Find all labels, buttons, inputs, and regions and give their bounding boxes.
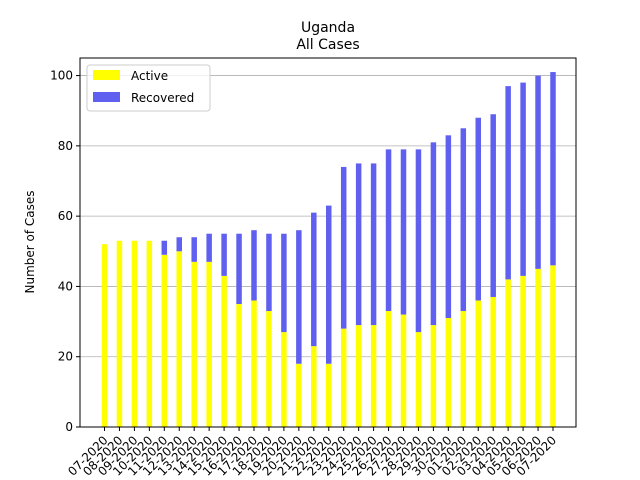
bar-recovered bbox=[520, 82, 526, 276]
bar-recovered bbox=[266, 233, 272, 312]
bar-recovered bbox=[535, 75, 541, 269]
y-tick-label: 40 bbox=[58, 279, 73, 293]
bar-active bbox=[296, 363, 302, 427]
bar-active bbox=[176, 251, 182, 427]
bar-active bbox=[326, 363, 332, 427]
bar-active bbox=[116, 240, 123, 427]
bar-active bbox=[191, 261, 197, 427]
bar-active bbox=[131, 240, 138, 427]
plot-frame bbox=[79, 57, 577, 428]
bar-active bbox=[430, 325, 437, 427]
bar-recovered bbox=[430, 142, 437, 326]
bar-active bbox=[355, 325, 362, 427]
bar-recovered bbox=[281, 233, 287, 333]
chart-title: Uganda bbox=[301, 20, 355, 36]
y-tick-label: 20 bbox=[58, 350, 73, 364]
bar-recovered bbox=[311, 212, 317, 347]
bar-recovered bbox=[236, 233, 242, 304]
bar-active bbox=[445, 318, 452, 427]
legend-swatch-active bbox=[93, 70, 120, 80]
x-axis: 07-202008-202009-202010-202011-202012-20… bbox=[65, 427, 559, 479]
y-tick-label: 100 bbox=[50, 69, 73, 83]
bar-active bbox=[370, 325, 377, 427]
bar-active bbox=[101, 244, 108, 427]
bar-recovered bbox=[206, 233, 212, 262]
legend: Active Recovered bbox=[86, 64, 211, 112]
legend-swatch-recovered bbox=[93, 92, 120, 102]
bar-active bbox=[340, 328, 347, 427]
y-tick-label: 80 bbox=[58, 139, 73, 153]
bar-recovered bbox=[505, 86, 511, 280]
bar-recovered bbox=[161, 240, 168, 255]
bar-active bbox=[311, 346, 317, 427]
bar-recovered bbox=[221, 233, 227, 276]
bar-active bbox=[385, 311, 392, 427]
bar-active bbox=[535, 268, 541, 427]
y-axis-label: Number of Cases bbox=[23, 190, 37, 293]
bar-active bbox=[475, 300, 481, 427]
bar-recovered bbox=[326, 205, 332, 364]
bar-recovered bbox=[355, 163, 362, 326]
bar-recovered bbox=[176, 237, 182, 252]
bar-recovered bbox=[415, 149, 422, 333]
y-tick-label: 0 bbox=[65, 420, 73, 434]
bar-recovered bbox=[400, 149, 407, 315]
bar-active bbox=[415, 332, 422, 427]
bar-recovered bbox=[296, 230, 302, 364]
bar-active bbox=[161, 254, 168, 427]
y-tick-label: 60 bbox=[58, 209, 73, 223]
bar-recovered bbox=[490, 114, 496, 297]
bar-recovered bbox=[460, 128, 467, 312]
bar-active bbox=[236, 304, 242, 427]
bar-active bbox=[490, 296, 496, 427]
bar-recovered bbox=[340, 166, 347, 329]
bar-recovered bbox=[370, 163, 377, 326]
y-axis: 0 20 40 60 80 100 bbox=[50, 69, 80, 434]
bar-active bbox=[266, 311, 272, 427]
bar-active bbox=[206, 261, 212, 427]
chart-subtitle: All Cases bbox=[296, 37, 359, 53]
bar-recovered bbox=[385, 149, 392, 312]
bar-active bbox=[520, 275, 526, 427]
bar-active bbox=[251, 300, 257, 427]
bar-active bbox=[146, 240, 153, 427]
bar-active bbox=[550, 265, 556, 427]
legend-label-active: Active bbox=[131, 69, 168, 83]
bar-active bbox=[221, 275, 227, 427]
bar-recovered bbox=[475, 117, 481, 301]
bar-active bbox=[400, 314, 407, 427]
bars bbox=[101, 72, 556, 427]
bar-active bbox=[281, 332, 287, 427]
bar-recovered bbox=[251, 230, 257, 301]
bar-recovered bbox=[550, 72, 556, 266]
bar-active bbox=[505, 279, 511, 427]
legend-label-recovered: Recovered bbox=[131, 91, 194, 105]
bar-recovered bbox=[445, 135, 452, 319]
bar-active bbox=[460, 311, 467, 427]
bar-recovered bbox=[191, 237, 197, 262]
